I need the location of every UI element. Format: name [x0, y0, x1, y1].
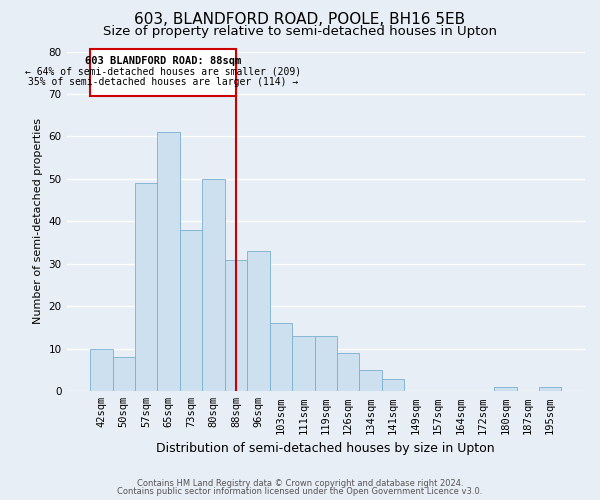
Bar	[247, 251, 269, 392]
Bar	[314, 336, 337, 392]
Text: 603 BLANDFORD ROAD: 88sqm: 603 BLANDFORD ROAD: 88sqm	[85, 56, 241, 66]
Bar	[90, 349, 113, 392]
Bar	[269, 324, 292, 392]
Bar	[135, 183, 157, 392]
Bar	[113, 358, 135, 392]
Bar	[382, 378, 404, 392]
Text: Size of property relative to semi-detached houses in Upton: Size of property relative to semi-detach…	[103, 25, 497, 38]
FancyBboxPatch shape	[90, 50, 236, 96]
Bar	[359, 370, 382, 392]
Text: 603, BLANDFORD ROAD, POOLE, BH16 5EB: 603, BLANDFORD ROAD, POOLE, BH16 5EB	[134, 12, 466, 28]
Bar	[225, 260, 247, 392]
Bar	[157, 132, 180, 392]
Text: ← 64% of semi-detached houses are smaller (209): ← 64% of semi-detached houses are smalle…	[25, 66, 301, 76]
Bar	[337, 353, 359, 392]
Bar	[539, 387, 562, 392]
Y-axis label: Number of semi-detached properties: Number of semi-detached properties	[33, 118, 43, 324]
Text: Contains public sector information licensed under the Open Government Licence v3: Contains public sector information licen…	[118, 487, 482, 496]
Bar	[292, 336, 314, 392]
Bar	[494, 387, 517, 392]
Bar	[180, 230, 202, 392]
Text: 35% of semi-detached houses are larger (114) →: 35% of semi-detached houses are larger (…	[28, 77, 298, 87]
Text: Contains HM Land Registry data © Crown copyright and database right 2024.: Contains HM Land Registry data © Crown c…	[137, 478, 463, 488]
X-axis label: Distribution of semi-detached houses by size in Upton: Distribution of semi-detached houses by …	[157, 442, 495, 455]
Bar	[202, 179, 225, 392]
